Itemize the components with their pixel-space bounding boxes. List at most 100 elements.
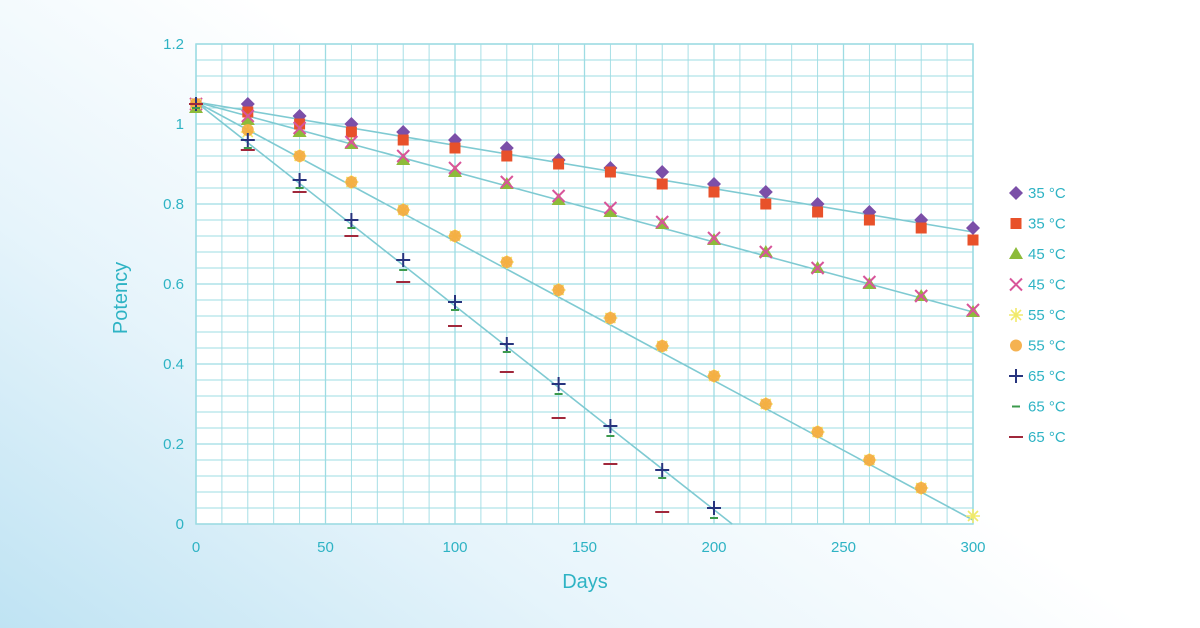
- data-point-circle: [552, 284, 565, 296]
- data-point-square: [553, 158, 565, 170]
- data-point-circle: [397, 204, 410, 216]
- legend-label: 45 °C: [1028, 277, 1066, 294]
- data-point-circle: [449, 230, 461, 242]
- data-point-square: [294, 118, 306, 130]
- data-point-x: [500, 175, 514, 189]
- data-point-diamond: [966, 221, 980, 235]
- trendline: [195, 101, 974, 521]
- data-point-x: [759, 245, 773, 259]
- legend-label: 45 °C: [1028, 246, 1066, 263]
- data-point-circle: [759, 398, 772, 410]
- data-point-square: [397, 134, 409, 146]
- legend-label: 55 °C: [1028, 338, 1066, 355]
- legend-label: 35 °C: [1028, 216, 1066, 233]
- data-point-square: [812, 206, 824, 218]
- data-point-x: [914, 289, 928, 303]
- x-axis-title: Days: [562, 571, 608, 593]
- data-point-x: [862, 275, 877, 289]
- x-tick-label: 100: [442, 539, 467, 556]
- y-tick-label: 0.6: [163, 276, 184, 293]
- legend: 35 °C 35 °C 45 °C 45 °C 55 °C 55 °C 65 °C 65 °C…: [1009, 185, 1066, 446]
- y-tick-label: 1.2: [163, 36, 184, 53]
- x-tick-label: 250: [831, 539, 856, 556]
- data-point-circle: [656, 340, 669, 352]
- data-point-triangle: [551, 193, 566, 205]
- y-tick-label: 0.8: [163, 196, 184, 213]
- y-tick-label: 0.4: [163, 356, 184, 373]
- legend-label: 55 °C: [1028, 307, 1066, 324]
- data-point-plus: [240, 133, 255, 147]
- data-point-circle: [345, 176, 358, 188]
- data-point-plus: [603, 419, 618, 433]
- grid-lines: [195, 43, 974, 525]
- data-point-x: [966, 303, 980, 317]
- legend-label: 65 °C: [1028, 368, 1066, 385]
- data-point-x: [603, 201, 618, 215]
- data-point-square: [656, 178, 668, 190]
- legend-label: 65 °C: [1028, 399, 1066, 416]
- data-point-diamond: [758, 185, 773, 199]
- data-point-square: [760, 198, 772, 210]
- data-point-x: [241, 109, 255, 123]
- legend-marker-asterisk: [1009, 308, 1023, 322]
- legend-marker-square: [1010, 218, 1022, 229]
- x-axis-ticks: 0 50 100 150 200 250 300: [192, 539, 986, 556]
- data-point-x: [810, 261, 825, 275]
- data-point-circle: [604, 312, 617, 324]
- legend-label: 65 °C: [1028, 429, 1066, 446]
- data-point-circle: [863, 454, 876, 466]
- data-point-plus: [396, 253, 411, 267]
- legend-marker-circle: [1010, 339, 1022, 352]
- data-point-circle: [500, 256, 513, 268]
- legend-marker-x: [1009, 277, 1023, 292]
- y-tick-label: 1: [176, 116, 184, 133]
- legend-marker-plus: [1009, 369, 1023, 383]
- y-tick-label: 0: [176, 516, 184, 533]
- trendline: [195, 101, 974, 313]
- data-point-square: [242, 106, 254, 118]
- data-point-triangle: [603, 205, 618, 217]
- data-point-square: [863, 214, 875, 226]
- data-point-square: [708, 186, 720, 198]
- data-point-x: [344, 135, 359, 149]
- data-point-square: [449, 142, 461, 154]
- y-axis-ticks: 0 0.2 0.4 0.6 0.8 1 1.2: [163, 36, 184, 533]
- x-tick-label: 200: [701, 539, 726, 556]
- data-point-triangle: [448, 165, 462, 177]
- x-tick-label: 50: [317, 539, 334, 556]
- data-point-plus: [344, 213, 359, 227]
- data-points: [189, 97, 980, 523]
- data-point-x: [551, 189, 566, 203]
- legend-label: 35 °C: [1028, 185, 1066, 202]
- data-point-circle: [293, 150, 306, 162]
- data-point-triangle: [240, 113, 255, 125]
- data-point-circle: [811, 426, 824, 438]
- data-point-diamond: [655, 165, 670, 179]
- data-point-square: [967, 234, 979, 246]
- data-point-square: [604, 166, 616, 178]
- data-point-plus: [448, 295, 462, 309]
- data-point-x: [655, 215, 669, 229]
- data-point-square: [345, 126, 357, 138]
- data-point-triangle: [292, 125, 307, 137]
- data-point-asterisk: [966, 509, 980, 523]
- data-point-plus: [551, 377, 566, 391]
- trendline: [195, 101, 733, 525]
- trendline: [195, 101, 974, 233]
- data-point-square: [501, 150, 513, 162]
- x-tick-label: 0: [192, 539, 200, 556]
- data-point-x: [448, 161, 462, 175]
- data-point-plus: [499, 337, 514, 351]
- data-point-plus: [292, 173, 307, 187]
- data-point-x: [707, 231, 721, 245]
- data-point-circle: [915, 482, 928, 494]
- data-point-square: [915, 222, 927, 234]
- data-point-circle: [241, 124, 254, 136]
- data-point-circle: [708, 370, 720, 382]
- trendlines: [195, 101, 974, 525]
- data-point-x: [396, 149, 410, 163]
- legend-marker-triangle: [1009, 247, 1023, 259]
- x-tick-label: 300: [960, 539, 985, 556]
- y-axis-title: Potency: [110, 262, 132, 334]
